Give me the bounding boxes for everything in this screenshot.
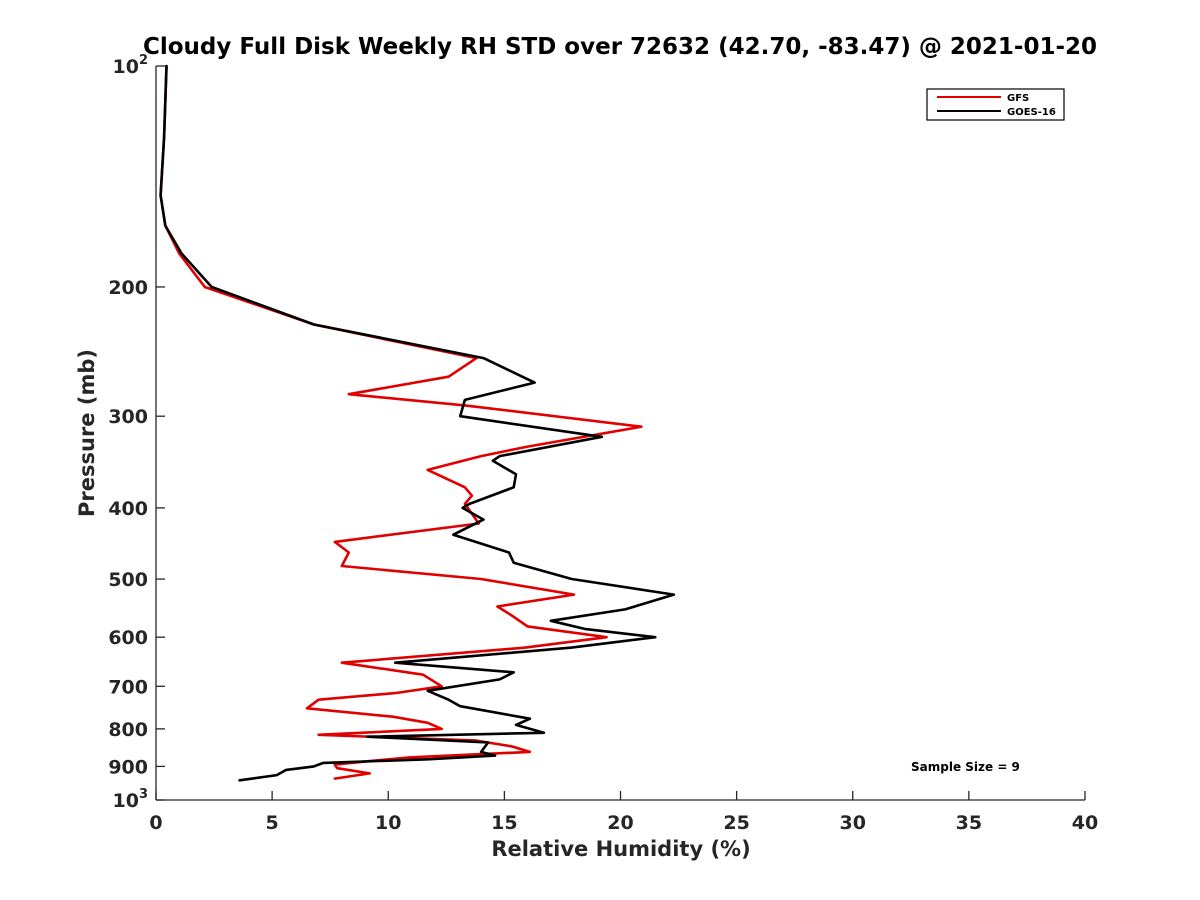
y-tick-label: 200 xyxy=(108,277,148,299)
y-tick-label: 102 xyxy=(113,53,149,78)
x-axis-label: Relative Humidity (%) xyxy=(491,837,750,861)
y-tick-label: 700 xyxy=(108,676,148,698)
x-tick-label: 5 xyxy=(266,812,279,834)
x-tick-label: 15 xyxy=(491,812,517,834)
y-tick-label: 103 xyxy=(113,787,149,812)
y-tick-label: 600 xyxy=(108,627,148,649)
x-tick-label: 10 xyxy=(375,812,401,834)
series-line-goes16 xyxy=(159,64,676,782)
y-tick-label: 800 xyxy=(108,719,148,741)
chart-title: Cloudy Full Disk Weekly RH STD over 7263… xyxy=(143,34,1097,60)
x-tick-label: 20 xyxy=(607,812,633,834)
y-tick-label: 900 xyxy=(108,756,148,778)
x-tick-label: 25 xyxy=(723,812,749,834)
y-tick-label: 400 xyxy=(108,498,148,520)
x-tick-label: 40 xyxy=(1072,812,1098,834)
y-tick-label: 500 xyxy=(108,569,148,591)
y-axis-label: Pressure (mb) xyxy=(75,349,99,517)
legend: GFS GOES-16 xyxy=(926,88,1065,121)
x-tick-label: 35 xyxy=(956,812,982,834)
x-tick-label: 0 xyxy=(149,812,162,834)
legend-label-goes16: GOES-16 xyxy=(1007,107,1056,118)
x-tick-label: 30 xyxy=(840,812,866,834)
legend-box xyxy=(926,88,1065,121)
sample-size-annotation: Sample Size = 9 xyxy=(911,760,1020,774)
legend-label-gfs: GFS xyxy=(1007,93,1029,104)
y-tick-label: 300 xyxy=(108,406,148,428)
